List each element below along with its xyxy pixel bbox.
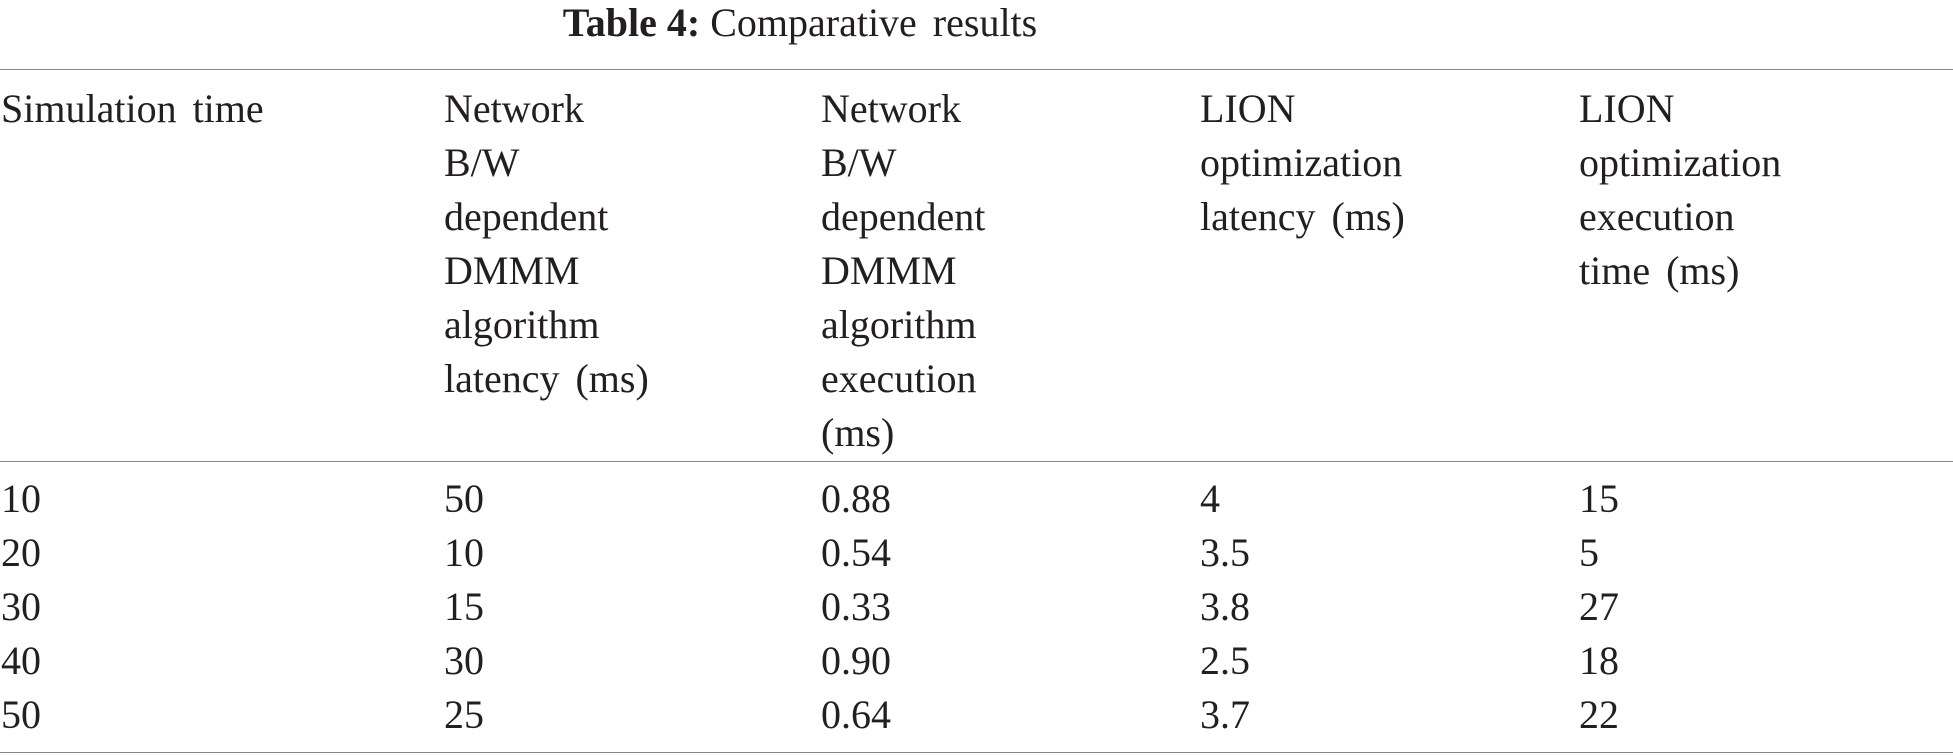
column-header-lion-latency: LION optimization latency (ms) (1200, 82, 1405, 244)
column-header-line: latency (ms) (444, 356, 649, 401)
column-header-line: execution (821, 356, 977, 401)
column-header-line: B/W (821, 140, 897, 185)
column-header-dmmm-latency: Network B/W dependent DMMM algorithm lat… (444, 82, 649, 406)
table-cell: 22 (1579, 692, 1619, 737)
column-header-line: optimization (1579, 140, 1782, 185)
table-cell: 4 (1200, 476, 1220, 521)
column-header-simulation-time: Simulation time (1, 82, 264, 136)
table-cell: 5 (1579, 530, 1599, 575)
column-header-line: Simulation time (1, 86, 264, 131)
table-cell: 2.5 (1200, 638, 1250, 683)
column-header-line: LION (1579, 86, 1675, 131)
table-cell: 30 (1, 584, 41, 629)
table-row: 40 30 0.90 2.5 18 (0, 634, 1953, 688)
column-header-line: execution (1579, 194, 1735, 239)
table-row: 50 25 0.64 3.7 22 (0, 688, 1953, 742)
column-header-line: Network (821, 86, 961, 131)
column-header-line: LION (1200, 86, 1296, 131)
table-bottom-rule (0, 752, 1953, 753)
table-row: 30 15 0.33 3.8 27 (0, 580, 1953, 634)
table-cell: 3.5 (1200, 530, 1250, 575)
table-cell: 30 (444, 638, 484, 683)
column-header-line: DMMM (821, 248, 957, 293)
table-cell: 18 (1579, 638, 1619, 683)
column-header-line: time (ms) (1579, 248, 1740, 293)
table-cell: 0.54 (821, 530, 891, 575)
table-cell: 15 (444, 584, 484, 629)
table-top-rule (0, 69, 1953, 70)
table-row: 20 10 0.54 3.5 5 (0, 526, 1953, 580)
column-header-line: algorithm (444, 302, 600, 347)
table-cell: 0.88 (821, 476, 891, 521)
table-cell: 0.33 (821, 584, 891, 629)
table-cell: 50 (444, 476, 484, 521)
table-header-rule (0, 461, 1953, 462)
table-body: 10 50 0.88 4 15 20 10 0.54 3.5 5 30 15 0… (0, 472, 1953, 742)
table-caption-text: Comparative results (710, 0, 1038, 45)
table-caption: Table 4: Comparative results (0, 0, 1600, 46)
table-cell: 10 (444, 530, 484, 575)
table-cell: 10 (1, 476, 41, 521)
table-cell: 0.90 (821, 638, 891, 683)
table-cell: 25 (444, 692, 484, 737)
column-header-line: dependent (821, 194, 986, 239)
column-header-line: algorithm (821, 302, 977, 347)
table-cell: 3.7 (1200, 692, 1250, 737)
column-header-line: B/W (444, 140, 520, 185)
column-header-line: (ms) (821, 410, 895, 455)
column-header-line: latency (ms) (1200, 194, 1405, 239)
table-row: 10 50 0.88 4 15 (0, 472, 1953, 526)
column-header-line: DMMM (444, 248, 580, 293)
table-cell: 0.64 (821, 692, 891, 737)
table-cell: 27 (1579, 584, 1619, 629)
table-cell: 15 (1579, 476, 1619, 521)
table-cell: 40 (1, 638, 41, 683)
column-header-line: optimization (1200, 140, 1403, 185)
table-caption-label: Table 4: (562, 0, 701, 45)
column-header-lion-execution: LION optimization execution time (ms) (1579, 82, 1781, 298)
column-header-line: dependent (444, 194, 609, 239)
table-cell: 20 (1, 530, 41, 575)
column-header-dmmm-execution: Network B/W dependent DMMM algorithm exe… (821, 82, 985, 460)
table-cell: 50 (1, 692, 41, 737)
table-cell: 3.8 (1200, 584, 1250, 629)
column-header-line: Network (444, 86, 584, 131)
